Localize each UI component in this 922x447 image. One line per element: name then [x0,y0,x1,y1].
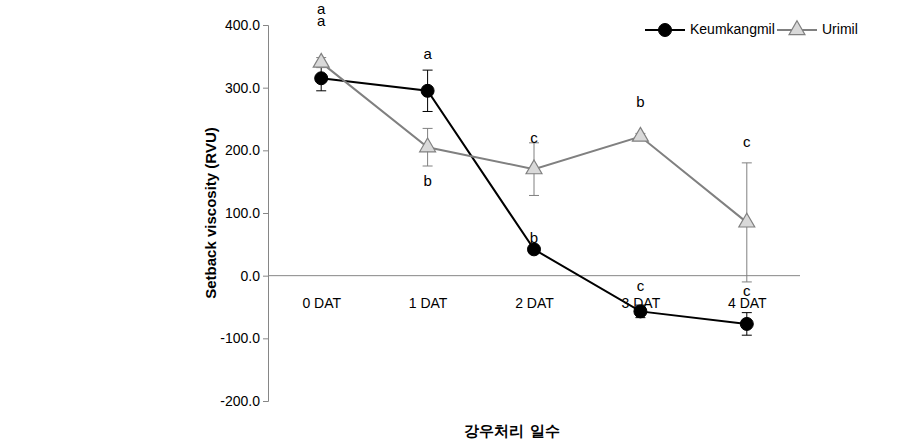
annotation: c [530,129,538,146]
marker [526,160,542,174]
marker-group [313,53,329,67]
y-tick-label: 0.0 [241,268,261,284]
x-tick: 1 DAT [409,276,448,311]
annotation: c [743,133,751,150]
error-bar-cap [423,111,433,112]
series-line [321,63,747,223]
error-bar-cap [423,166,433,167]
marker-group [526,160,542,174]
y-tick-mark [263,338,268,339]
x-axis-line [268,275,800,276]
marker-group [632,127,648,141]
legend-marker-group [659,24,672,37]
error-bar-cap [423,70,433,71]
marker [739,213,755,227]
y-tick: -200.0 [220,393,268,409]
x-tick: 2 DAT [515,276,554,311]
x-axis-title: 강우처리 일수 [464,422,559,440]
annotation: b [423,172,431,189]
y-tick: 200.0 [225,142,268,158]
x-tick-label: 1 DAT [409,295,448,311]
annotation: b [530,229,538,246]
series [313,53,755,282]
legend-item: Keumkangmil [645,21,775,37]
legend-item: Urimil [777,21,858,37]
legend-label: Keumkangmil [690,21,775,37]
marker-group [740,317,753,330]
y-tick-mark [263,88,268,89]
error-bar-cap [742,335,752,336]
y-tick-label: 100.0 [225,205,260,221]
marker-group [421,84,434,97]
error-bar-cap [316,90,326,91]
annotation: c [637,277,645,294]
legend-label: Urimil [822,21,858,37]
y-tick: 400.0 [225,17,268,33]
y-tick-mark [263,213,268,214]
legend: Keumkangmil Urimil [645,21,858,37]
series [315,66,754,335]
error-bar-cap [742,162,752,163]
error-bar-cap [529,195,539,196]
y-tick-mark [263,25,268,26]
marker-group [739,213,755,227]
y-axis-title: Setback viscosity (RVU) [202,127,219,298]
x-axis: 0 DAT1 DAT2 DAT3 DAT4 DAT [268,276,800,311]
marker [421,84,434,97]
y-tick: -100.0 [220,330,268,346]
x-tick: 0 DAT [302,276,341,311]
y-axis: -200.0 -100.0 0.0 100.0 200.0 300.0 400.0 [220,17,268,409]
marker [315,72,328,85]
marker-group [315,72,328,85]
error-bar-cap [423,128,433,129]
y-tick-mark [263,401,268,402]
y-tick-label: -100.0 [220,330,260,346]
marker-group [634,305,647,318]
plot-area [313,53,755,335]
y-tick-label: -200.0 [220,393,260,409]
marker [313,53,329,67]
annotation: c [743,282,751,299]
x-tick: 4 DAT [728,276,767,311]
y-tick-mark [263,150,268,151]
marker [420,138,436,152]
marker [740,317,753,330]
annotation: a [423,45,432,62]
y-tick: 300.0 [225,80,268,96]
x-tick-label: 0 DAT [302,295,341,311]
y-tick-label: 400.0 [225,17,260,33]
y-tick-label: 200.0 [225,142,260,158]
y-tick: 100.0 [225,205,268,221]
chart: -200.0 -100.0 0.0 100.0 200.0 300.0 400.0 0 DAT… [0,0,922,447]
series-line [321,78,747,324]
marker [634,305,647,318]
y-tick-mark [263,276,268,277]
x-tick-label: 2 DAT [515,295,554,311]
marker [632,127,648,141]
legend-marker-group [789,21,805,35]
error-bar-cap [742,312,752,313]
y-tick-label: 300.0 [225,80,260,96]
legend-marker [659,24,672,37]
annotation: b [636,93,644,110]
legend-marker [789,21,805,35]
marker-group [420,138,436,152]
y-axis-line [263,26,269,402]
y-tick: 0.0 [241,268,268,284]
annotation: a [317,12,326,29]
